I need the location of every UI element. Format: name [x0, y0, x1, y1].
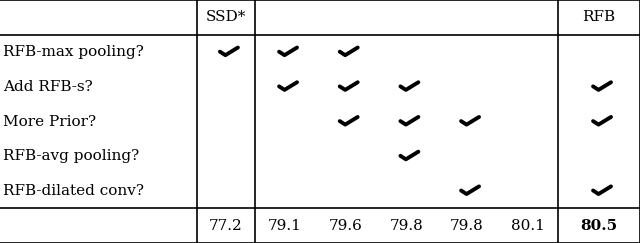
- Text: RFB: RFB: [582, 10, 616, 24]
- Text: 80.5: 80.5: [580, 219, 618, 233]
- Text: Add RFB-s?: Add RFB-s?: [3, 80, 93, 94]
- Text: SSD*: SSD*: [205, 10, 246, 24]
- Text: RFB-avg pooling?: RFB-avg pooling?: [3, 149, 140, 163]
- Text: 79.1: 79.1: [268, 219, 302, 233]
- Text: 79.6: 79.6: [329, 219, 363, 233]
- Text: RFB-max pooling?: RFB-max pooling?: [3, 45, 144, 59]
- Text: RFB-dilated conv?: RFB-dilated conv?: [3, 184, 144, 198]
- Text: More Prior?: More Prior?: [3, 114, 97, 129]
- Text: 79.8: 79.8: [390, 219, 423, 233]
- Text: 77.2: 77.2: [209, 219, 243, 233]
- Text: 79.8: 79.8: [450, 219, 484, 233]
- Text: 80.1: 80.1: [511, 219, 545, 233]
